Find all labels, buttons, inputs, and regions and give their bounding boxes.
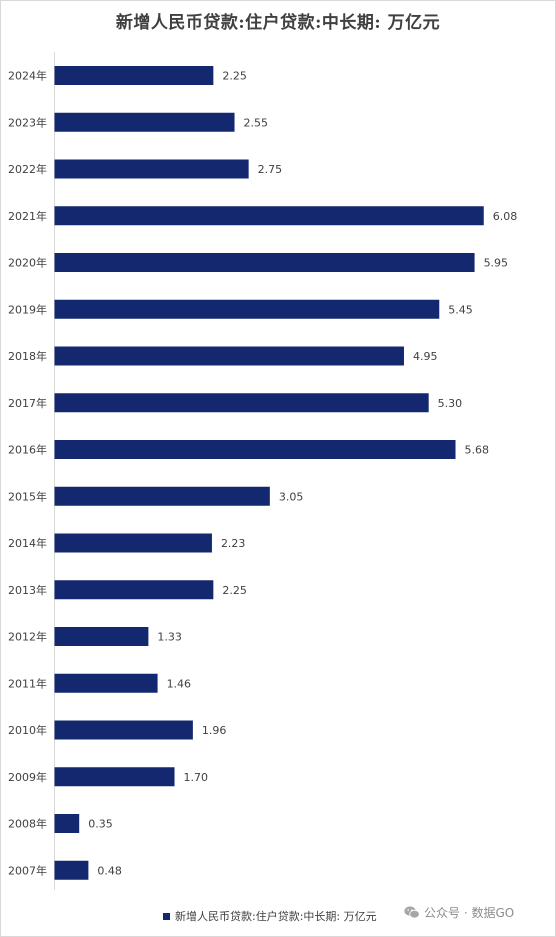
bar-value-label: 1.46: [167, 677, 192, 690]
bar: [54, 253, 475, 272]
bar-value-label: 2.23: [221, 537, 246, 550]
bar: [54, 627, 149, 646]
chart-title: 新增人民币贷款:住户贷款:中长期: 万亿元: [115, 13, 441, 33]
y-tick-label: 2009年: [8, 770, 47, 784]
bar: [54, 533, 212, 553]
labels-group: 2024年 2.25 2023年 2.55 2022年 2.75 2021年 6.08 2020…: [8, 69, 517, 878]
y-tick-label: 2018年: [8, 349, 47, 363]
y-tick-label: 2013年: [8, 583, 47, 597]
y-tick-label: 2014年: [8, 536, 47, 550]
bar-value-label: 5.95: [484, 257, 509, 270]
bar-value-label: 0.35: [88, 818, 113, 831]
y-tick-label: 2021年: [8, 209, 47, 223]
y-tick-label: 2015年: [8, 489, 47, 503]
bar-value-label: 5.30: [438, 397, 463, 410]
bars-group: [54, 66, 484, 880]
watermark-text: 公众号 · 数据GO: [424, 906, 515, 920]
bar-value-label: 5.45: [448, 303, 473, 316]
bar-value-label: 2.25: [222, 584, 247, 597]
legend-label: 新增人民币贷款:住户贷款:中长期: 万亿元: [175, 910, 377, 923]
bar: [54, 206, 484, 226]
bar-value-label: 6.08: [493, 210, 518, 223]
y-tick-label: 2012年: [8, 630, 47, 644]
bar: [54, 66, 214, 85]
bar: [54, 580, 214, 600]
bar: [54, 159, 249, 179]
y-tick-label: 2023年: [8, 115, 47, 129]
y-tick-label: 2019年: [8, 302, 47, 316]
y-tick-label: 2008年: [8, 817, 47, 831]
bar-value-label: 3.05: [279, 490, 304, 503]
y-tick-label: 2024年: [8, 69, 47, 83]
bar: [54, 814, 80, 833]
bar-value-label: 0.48: [97, 864, 122, 877]
bar: [54, 767, 175, 787]
bar: [54, 486, 270, 506]
bar-value-label: 2.25: [222, 70, 247, 83]
y-tick-label: 2011年: [8, 676, 47, 690]
bar: [54, 346, 404, 366]
bar: [54, 673, 158, 693]
bar: [54, 299, 440, 319]
bar: [54, 720, 193, 740]
y-tick-label: 2020年: [8, 256, 47, 270]
y-tick-label: 2022年: [8, 162, 47, 176]
bar-value-label: 1.33: [157, 631, 182, 644]
bar-value-label: 2.55: [244, 116, 269, 129]
bar: [54, 393, 429, 413]
watermark: 公众号 · 数据GO: [404, 904, 514, 921]
bar: [54, 112, 235, 132]
wechat-icon: [404, 906, 420, 919]
bar: [54, 440, 456, 459]
bar-value-label: 1.70: [184, 771, 209, 784]
y-tick-label: 2010年: [8, 723, 47, 737]
bar-value-label: 2.75: [258, 163, 283, 176]
bar-value-label: 1.96: [202, 724, 227, 737]
y-tick-label: 2016年: [8, 443, 47, 457]
y-tick-label: 2017年: [8, 396, 47, 410]
bar: [54, 860, 89, 880]
legend-swatch: [163, 912, 170, 920]
y-tick-label: 2007年: [8, 863, 47, 877]
bar-value-label: 4.95: [413, 350, 438, 363]
bar-value-label: 5.68: [465, 444, 490, 457]
legend: 新增人民币贷款:住户贷款:中长期: 万亿元: [163, 908, 377, 924]
